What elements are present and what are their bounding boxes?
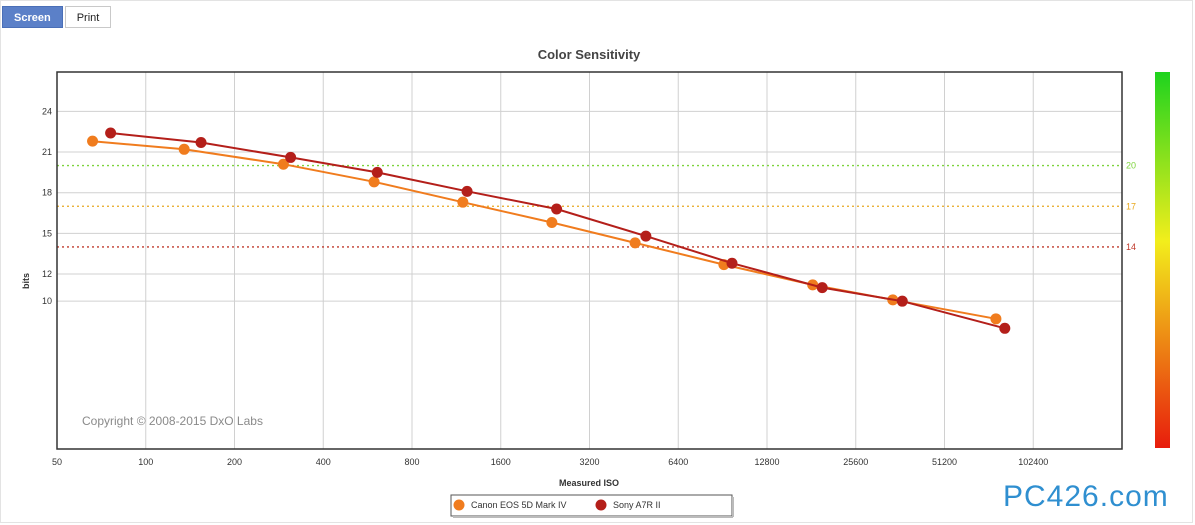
data-point[interactable] [896, 295, 908, 307]
data-point[interactable] [277, 158, 289, 170]
data-point[interactable] [726, 257, 738, 269]
data-point[interactable] [105, 127, 117, 139]
x-tick-label: 50 [52, 457, 62, 467]
y-tick-label: 10 [42, 296, 52, 306]
sensitivity-color-scale [1155, 72, 1170, 448]
data-point[interactable] [457, 196, 469, 208]
data-point[interactable] [629, 237, 641, 249]
x-axis-label: Measured ISO [559, 478, 619, 488]
legend-label-sony: Sony A7R II [613, 500, 661, 510]
y-tick-label: 24 [42, 106, 52, 116]
y-tick-label: 21 [42, 147, 52, 157]
data-point[interactable] [285, 151, 297, 163]
tab-print[interactable]: Print [64, 6, 112, 28]
x-tick-label: 200 [227, 457, 242, 467]
legend: Canon EOS 5D Mark IV Sony A7R II [450, 494, 734, 518]
data-point[interactable] [640, 230, 652, 242]
y-tick-label: 18 [42, 188, 52, 198]
plot-area-border [56, 71, 1123, 450]
tab-screen[interactable]: Screen [2, 6, 63, 28]
data-point[interactable] [461, 185, 473, 197]
x-tick-label: 400 [316, 457, 331, 467]
chart-title: Color Sensitivity [538, 47, 641, 62]
reference-lines: 20 17 14 [57, 161, 1136, 252]
y-axis-label: bits [21, 273, 31, 289]
reference-line-label: 14 [1126, 242, 1136, 252]
x-tick-label: 100 [138, 457, 153, 467]
x-tick-label: 6400 [668, 457, 688, 467]
copyright-notice: Copyright © 2008-2015 DxO Labs [82, 414, 263, 428]
view-tabs: Screen Print [2, 6, 112, 28]
series-line [92, 140, 997, 320]
y-tick-label: 12 [42, 269, 52, 279]
x-tick-label: 3200 [579, 457, 599, 467]
x-tick-label: 800 [404, 457, 419, 467]
grid-lines [57, 72, 1123, 449]
data-point[interactable] [371, 166, 383, 178]
data-point[interactable] [551, 203, 563, 215]
x-tick-label: 1600 [491, 457, 511, 467]
data-point[interactable] [195, 137, 207, 149]
data-point[interactable] [999, 322, 1011, 334]
x-tick-label: 51200 [932, 457, 957, 467]
axis-ticks: 50 100 200 400 800 1600 3200 6400 12800 25600 5120… [42, 106, 1048, 467]
series-layer [87, 127, 1011, 334]
x-tick-label: 102400 [1018, 457, 1048, 467]
data-point[interactable] [87, 135, 99, 147]
reference-line-label: 17 [1126, 201, 1136, 211]
site-watermark: PC426.com [1003, 480, 1169, 513]
series-line [110, 132, 1006, 330]
data-point[interactable] [368, 176, 380, 188]
legend-marker-canon [453, 499, 465, 511]
data-point[interactable] [178, 143, 190, 155]
reference-line-label: 20 [1126, 161, 1136, 171]
data-point[interactable] [546, 217, 558, 229]
x-tick-label: 12800 [754, 457, 779, 467]
data-point[interactable] [990, 313, 1002, 325]
x-tick-label: 25600 [843, 457, 868, 467]
legend-marker-sony [595, 499, 607, 511]
legend-label-canon: Canon EOS 5D Mark IV [471, 500, 567, 510]
data-point[interactable] [816, 282, 828, 294]
y-tick-label: 15 [42, 228, 52, 238]
